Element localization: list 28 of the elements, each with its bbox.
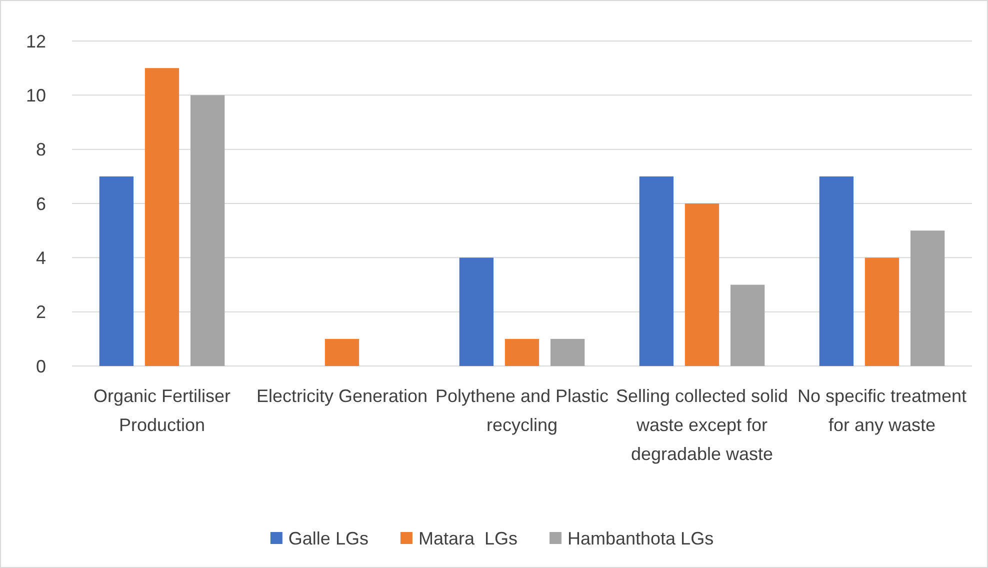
x-tick-label: Selling collected solid waste except for degradable waste: [616, 386, 788, 464]
y-tick-label: 2: [36, 302, 46, 322]
bar: [144, 68, 180, 366]
bar: [639, 176, 674, 366]
legend-label: Matara LGs: [418, 528, 518, 548]
bar: [550, 338, 585, 366]
bar: [910, 230, 945, 366]
y-tick-label: 6: [36, 194, 46, 214]
x-tick-label: Organic Fertiliser Production: [93, 386, 231, 435]
legend-label: Galle LGs: [288, 528, 368, 548]
bar: [99, 176, 134, 366]
x-tick-label: No specific treatment for any waste: [797, 386, 967, 435]
y-tick-label: 10: [26, 85, 46, 106]
y-tick-label: 8: [36, 140, 46, 160]
bar: [324, 338, 360, 366]
bar: [684, 204, 720, 366]
y-tick-label: 4: [36, 248, 46, 268]
bar: [190, 95, 225, 366]
bar: [459, 258, 494, 366]
bar: [864, 258, 900, 366]
bar: [730, 284, 765, 366]
y-tick-label: 12: [26, 31, 46, 52]
x-tick-label: Electricity Generation: [256, 386, 428, 406]
x-tick-label: Polythene and Plastic recycling: [435, 386, 609, 435]
bar: [504, 338, 540, 366]
legend-label: Hambanthota LGs: [567, 528, 714, 548]
y-tick-label: 0: [36, 356, 46, 376]
bar: [819, 176, 854, 366]
